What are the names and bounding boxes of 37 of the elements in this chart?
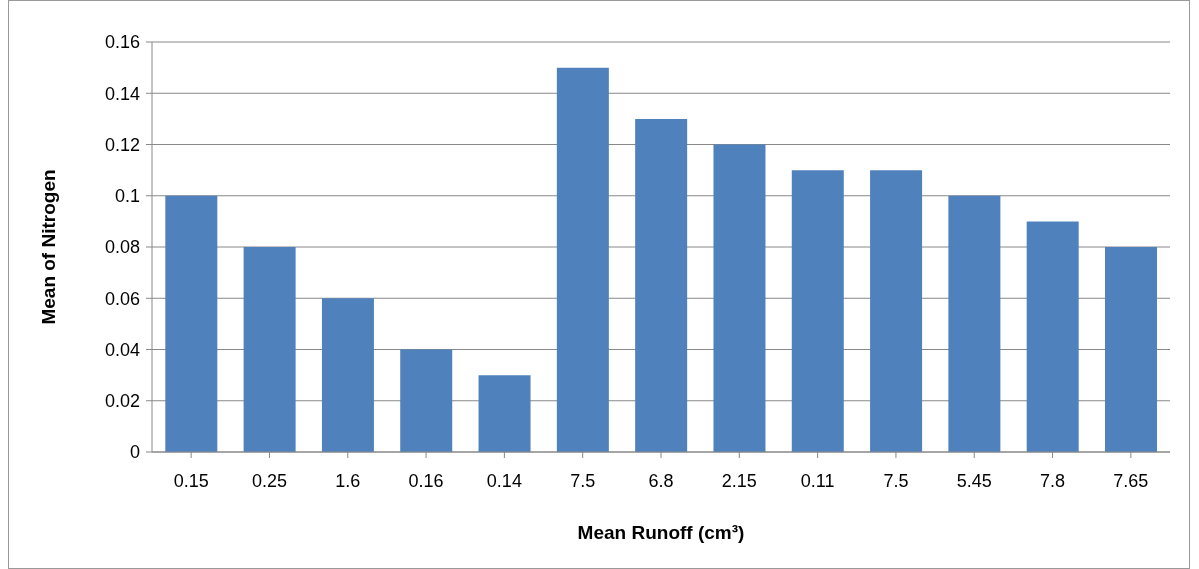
bar	[791, 170, 844, 452]
y-tick-label: 0.12	[104, 134, 140, 155]
x-tick-label: 0.11	[800, 470, 835, 491]
y-tick-label: 0.02	[104, 391, 140, 412]
x-tick-label: 0.14	[486, 470, 522, 491]
bar	[556, 67, 609, 452]
x-tick-label: 7.5	[883, 470, 909, 491]
x-tick-label: 5.45	[956, 470, 992, 491]
y-tick-label: 0.14	[104, 83, 140, 104]
y-tick-label: 0.04	[104, 339, 140, 360]
bar	[321, 298, 374, 452]
x-tick-label: 6.8	[648, 470, 674, 491]
x-tick-label: 7.65	[1113, 470, 1149, 491]
bar	[948, 195, 1001, 452]
y-tick-label: 0.1	[114, 186, 140, 207]
y-tick-label: 0.08	[104, 237, 140, 258]
bar	[1105, 247, 1157, 452]
bar	[165, 195, 218, 452]
x-tick-label: 7.8	[1040, 470, 1066, 491]
bar	[713, 144, 766, 452]
x-tick-label: 0.15	[173, 470, 209, 491]
bar	[400, 349, 453, 452]
y-tick-label: 0	[129, 442, 140, 463]
y-axis-title: Mean of Nitrogen	[37, 169, 59, 325]
y-tick-label: 0.16	[104, 32, 140, 53]
y-tick-label: 0.06	[104, 288, 140, 309]
x-axis-title: Mean Runoff (cm³)	[577, 522, 745, 543]
x-tick-label: 7.5	[570, 470, 596, 491]
x-tick-label: 2.15	[721, 470, 757, 491]
x-tick-label: 0.25	[251, 470, 287, 491]
x-tick-label: 1.6	[335, 470, 361, 491]
bar	[478, 375, 531, 452]
bar	[635, 118, 688, 452]
x-tick-label: 0.16	[408, 470, 444, 491]
bar	[870, 170, 923, 452]
bar	[1026, 221, 1079, 452]
bar	[243, 247, 296, 452]
